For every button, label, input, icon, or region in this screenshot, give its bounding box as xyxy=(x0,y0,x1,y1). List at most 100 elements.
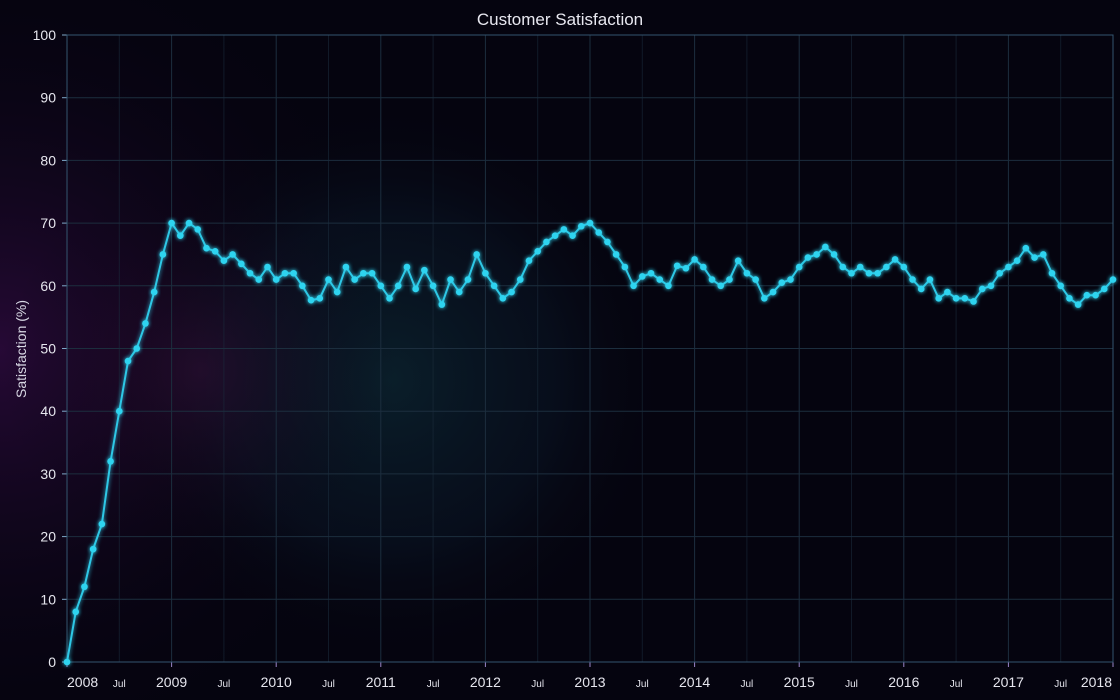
data-point xyxy=(377,282,385,290)
data-point xyxy=(551,232,559,239)
data-point xyxy=(883,263,890,271)
data-point xyxy=(246,269,254,277)
data-point xyxy=(360,269,367,277)
data-point xyxy=(325,276,332,283)
data-point xyxy=(72,608,80,616)
data-point xyxy=(464,276,472,283)
data-point xyxy=(394,282,402,290)
data-point xyxy=(717,282,725,290)
x-tick-label-year: 2016 xyxy=(888,674,919,690)
x-tick-label-jul: Jul xyxy=(741,679,754,690)
data-point xyxy=(116,407,123,415)
data-point xyxy=(935,295,942,302)
data-point xyxy=(734,257,742,265)
x-tick-label-jul: Jul xyxy=(845,679,858,690)
data-point xyxy=(525,257,533,265)
x-tick-label-jul: Jul xyxy=(113,679,126,690)
data-point xyxy=(961,295,969,302)
data-point xyxy=(1083,291,1091,299)
data-point xyxy=(63,658,71,666)
data-point xyxy=(1039,251,1047,258)
data-point xyxy=(177,232,184,239)
x-tick-label-year: 2011 xyxy=(366,674,396,690)
x-tick-label-jul: Jul xyxy=(1054,679,1067,690)
y-tick-label: 90 xyxy=(40,90,56,106)
data-point xyxy=(926,276,934,283)
data-point xyxy=(290,269,297,277)
data-point xyxy=(822,243,829,251)
x-tick-label-jul: Jul xyxy=(218,679,231,690)
data-point xyxy=(447,276,454,283)
data-point xyxy=(342,263,350,271)
data-point xyxy=(944,288,951,296)
data-point xyxy=(1066,295,1073,302)
data-point xyxy=(316,295,324,302)
data-point xyxy=(499,295,507,302)
data-point xyxy=(900,263,908,271)
x-tick-label-year: 2012 xyxy=(470,674,501,690)
series-satisfaction xyxy=(63,219,1117,666)
data-point xyxy=(830,251,838,258)
data-point xyxy=(1092,291,1099,299)
x-tick-label-jul: Jul xyxy=(427,679,440,690)
data-point xyxy=(220,257,228,265)
data-point xyxy=(168,219,175,227)
y-tick-label: 50 xyxy=(40,341,56,357)
data-point xyxy=(107,458,114,465)
data-point xyxy=(124,357,132,365)
data-point xyxy=(848,269,855,277)
y-tick-label: 40 xyxy=(40,403,56,419)
data-point xyxy=(1057,282,1064,290)
data-point xyxy=(534,248,541,255)
data-point xyxy=(595,229,603,236)
data-point xyxy=(1031,254,1038,261)
x-tick-label-jul: Jul xyxy=(322,679,335,690)
x-tick-label-year: 2015 xyxy=(784,674,815,690)
data-point xyxy=(473,251,480,258)
data-point xyxy=(726,276,733,283)
data-point xyxy=(299,282,306,290)
data-point xyxy=(691,256,698,263)
data-point xyxy=(142,320,149,327)
data-point xyxy=(98,520,106,528)
data-point xyxy=(604,238,611,246)
data-point xyxy=(577,222,585,230)
x-tick-label-year: 2014 xyxy=(679,674,710,690)
data-point xyxy=(351,276,358,283)
data-point xyxy=(185,219,193,227)
data-point xyxy=(569,232,576,239)
data-point xyxy=(752,276,759,283)
data-point xyxy=(490,282,498,290)
data-point xyxy=(403,263,411,271)
data-point xyxy=(516,276,524,283)
data-point xyxy=(89,545,97,553)
x-tick-label-jul: Jul xyxy=(636,679,649,690)
x-tick-label-year: 2013 xyxy=(574,674,605,690)
data-point xyxy=(612,251,620,258)
data-point xyxy=(1022,244,1030,252)
data-point xyxy=(647,269,655,277)
data-point xyxy=(917,285,925,293)
data-point xyxy=(1048,269,1056,277)
chart-title: Customer Satisfaction xyxy=(477,10,643,29)
data-point xyxy=(787,276,794,283)
y-tick-labels: 0 10 20 30 40 50 60 70 80 90 100 xyxy=(33,27,67,670)
data-point xyxy=(586,219,594,227)
data-point xyxy=(708,276,716,283)
x-tick-label-year: 2017 xyxy=(993,674,1024,690)
data-point xyxy=(255,276,263,283)
data-point xyxy=(560,226,568,233)
x-tick-label-year: 2010 xyxy=(261,674,292,690)
background-magenta-glow xyxy=(0,170,400,570)
data-point xyxy=(795,263,803,271)
data-point xyxy=(368,269,376,277)
data-point xyxy=(856,263,864,271)
y-tick-label: 0 xyxy=(48,654,56,670)
data-point xyxy=(804,254,812,261)
data-point xyxy=(194,226,202,233)
data-point xyxy=(333,288,341,296)
data-point xyxy=(639,273,646,280)
data-point xyxy=(865,269,873,277)
data-point xyxy=(543,238,550,246)
